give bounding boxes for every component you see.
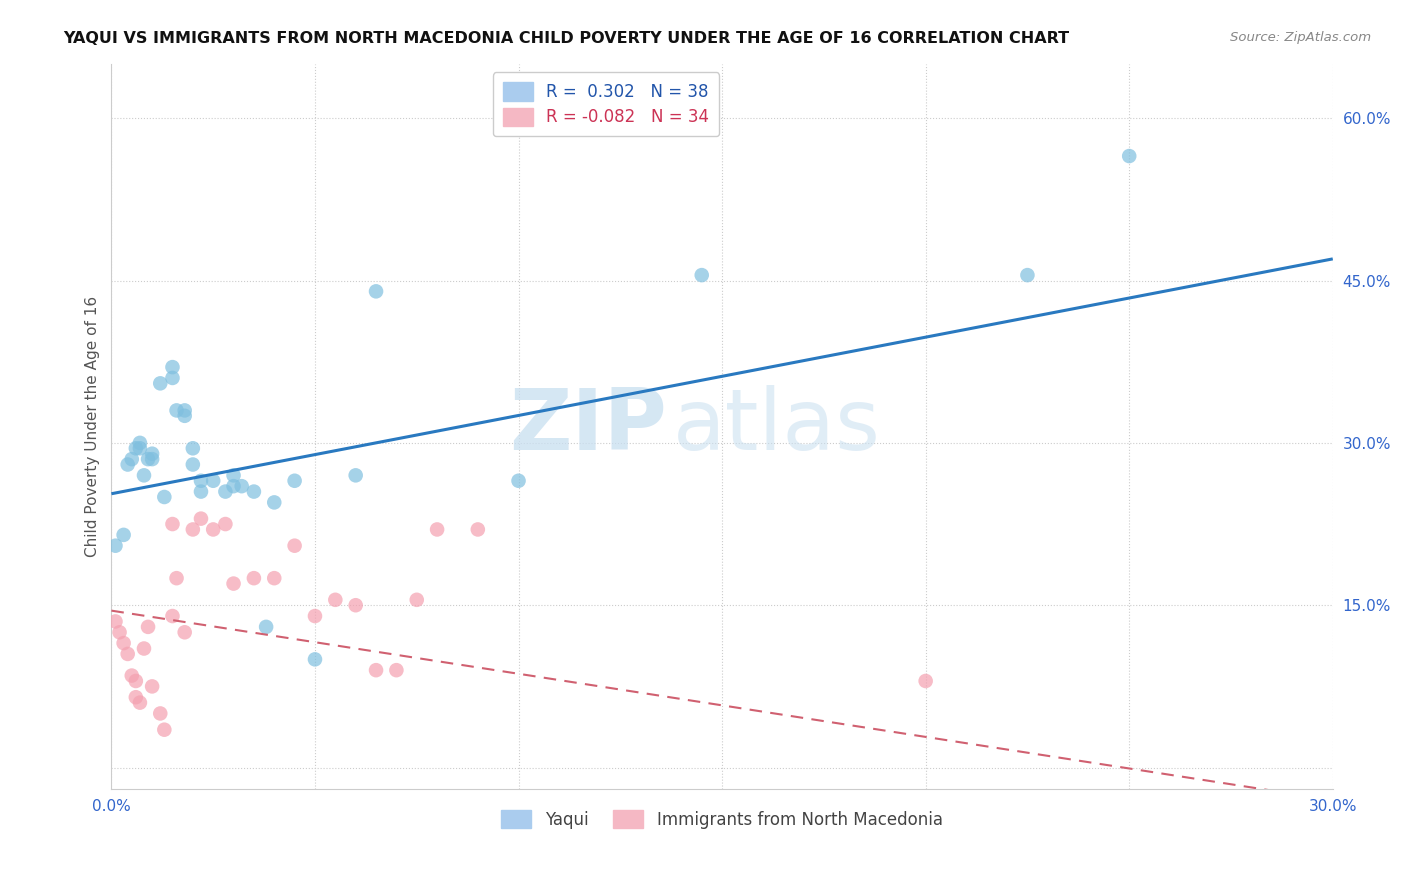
Point [166, 571, 188, 585]
Point [141, 447, 163, 461]
Point [263, 495, 285, 509]
Point [112, 636, 135, 650]
Point [132, 641, 155, 656]
Point [136, 620, 159, 634]
Point [173, 625, 195, 640]
Text: Source: ZipAtlas.com: Source: ZipAtlas.com [1230, 31, 1371, 45]
Point [364, 663, 387, 677]
Point [162, 609, 184, 624]
Y-axis label: Child Poverty Under the Age of 16: Child Poverty Under the Age of 16 [86, 296, 100, 558]
Point [405, 592, 427, 607]
Point [141, 452, 163, 467]
Point [125, 690, 148, 705]
Point [166, 403, 188, 417]
Point [129, 435, 152, 450]
Point [117, 458, 139, 472]
Point [214, 516, 236, 531]
Point [690, 268, 713, 282]
Point [914, 673, 936, 688]
Point [1017, 268, 1039, 282]
Point [181, 523, 204, 537]
Point [190, 484, 212, 499]
Point [254, 620, 277, 634]
Point [136, 452, 159, 467]
Point [263, 571, 285, 585]
Point [153, 723, 176, 737]
Point [304, 652, 326, 666]
Point [222, 576, 245, 591]
Point [173, 409, 195, 423]
Point [190, 511, 212, 525]
Point [243, 484, 266, 499]
Legend: Yaqui, Immigrants from North Macedonia: Yaqui, Immigrants from North Macedonia [495, 804, 949, 835]
Point [385, 663, 408, 677]
Point [173, 403, 195, 417]
Point [222, 479, 245, 493]
Point [121, 452, 143, 467]
Point [121, 668, 143, 682]
Point [181, 442, 204, 456]
Point [125, 673, 148, 688]
Point [181, 458, 204, 472]
Point [284, 474, 307, 488]
Point [162, 516, 184, 531]
Point [112, 528, 135, 542]
Point [190, 474, 212, 488]
Text: YAQUI VS IMMIGRANTS FROM NORTH MACEDONIA CHILD POVERTY UNDER THE AGE OF 16 CORRE: YAQUI VS IMMIGRANTS FROM NORTH MACEDONIA… [63, 31, 1070, 46]
Text: atlas: atlas [673, 385, 882, 468]
Point [304, 609, 326, 624]
Point [202, 523, 225, 537]
Point [243, 571, 266, 585]
Point [141, 680, 163, 694]
Point [284, 539, 307, 553]
Point [508, 474, 530, 488]
Point [104, 539, 127, 553]
Point [202, 474, 225, 488]
Point [162, 371, 184, 385]
Point [108, 625, 131, 640]
Point [344, 468, 367, 483]
Point [323, 592, 346, 607]
Point [132, 468, 155, 483]
Point [426, 523, 449, 537]
Point [149, 376, 172, 391]
Point [129, 442, 152, 456]
Point [364, 285, 387, 299]
Point [125, 442, 148, 456]
Point [344, 599, 367, 613]
Text: ZIP: ZIP [509, 385, 666, 468]
Point [104, 615, 127, 629]
Point [467, 523, 489, 537]
Point [149, 706, 172, 721]
Point [129, 696, 152, 710]
Point [214, 484, 236, 499]
Point [231, 479, 253, 493]
Point [117, 647, 139, 661]
Point [222, 468, 245, 483]
Point [153, 490, 176, 504]
Point [162, 360, 184, 375]
Point [1118, 149, 1140, 163]
